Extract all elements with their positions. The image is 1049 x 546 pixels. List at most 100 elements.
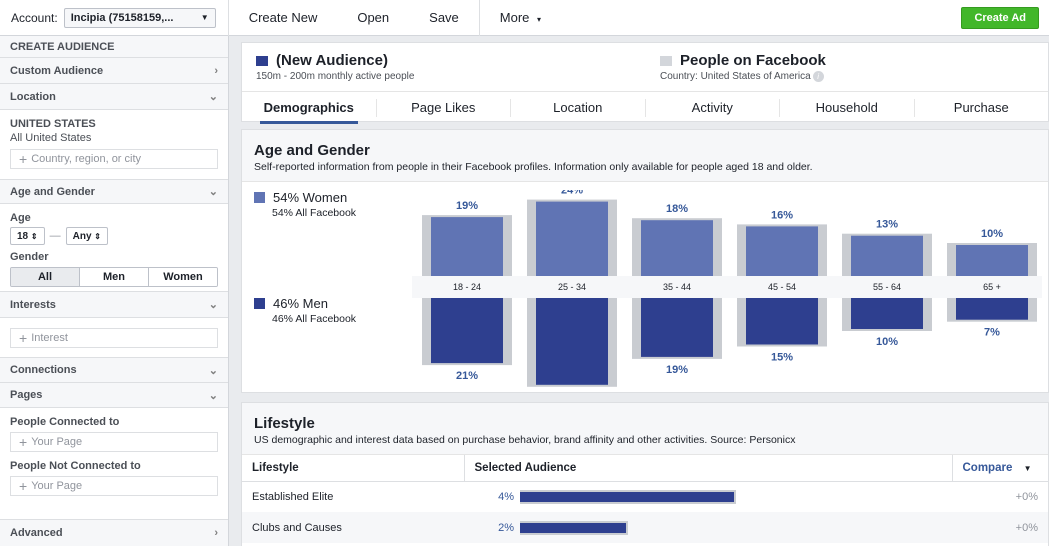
updown-icon: ⇕ <box>94 231 101 241</box>
col-selected-audience: Selected Audience <box>464 455 953 482</box>
women-swatch <box>254 192 265 203</box>
men-legend: 46% Men 46% All Facebook <box>254 296 356 325</box>
not-connected-page-input[interactable]: + Your Page <box>10 476 218 496</box>
chevron-right-icon: › <box>214 64 218 77</box>
bar-fill <box>520 491 734 502</box>
lifestyle-table: Lifestyle Selected Audience Compare ▼ Es… <box>242 455 1048 543</box>
tab-purchase[interactable]: Purchase <box>953 99 1009 115</box>
tab-demographics[interactable]: Demographics <box>242 98 377 124</box>
lifestyle-card: Lifestyle US demographic and interest da… <box>241 402 1049 546</box>
connections-section-header[interactable]: Connections ⌄ <box>0 358 228 383</box>
tab-location[interactable]: Location <box>511 98 646 117</box>
col-lifestyle: Lifestyle <box>242 455 465 482</box>
lifestyle-table-header: Lifestyle Selected Audience Compare ▼ <box>242 455 1048 482</box>
toolbar-divider <box>227 0 229 36</box>
chevron-down-icon: ⌄ <box>208 389 218 402</box>
age-tick-label: 65 + <box>983 282 1001 292</box>
men-value-label: 21% <box>456 370 478 382</box>
location-section: UNITED STATES All United States + Countr… <box>0 110 228 180</box>
lifestyle-description: US demographic and interest data based o… <box>254 434 796 446</box>
men-bar <box>956 298 1028 320</box>
interests-section-header[interactable]: Interests ⌄ <box>0 292 228 318</box>
audience-bar <box>520 520 628 535</box>
age-max-select[interactable]: Any ⇕ <box>65 227 108 245</box>
age-gender-card: Age and Gender Self-reported information… <box>241 129 1049 393</box>
connections-label: Connections <box>10 364 77 376</box>
gender-women-button[interactable]: Women <box>149 268 217 286</box>
location-input[interactable]: + Country, region, or city <box>10 149 218 169</box>
plus-icon: + <box>19 330 28 346</box>
new-audience-label: (New Audience) <box>276 52 388 69</box>
save-button[interactable]: Save <box>429 10 459 25</box>
table-row[interactable]: Established Elite 4% +0% <box>242 481 1048 512</box>
compare-dropdown[interactable]: Compare ▼ <box>952 455 1048 482</box>
lifestyle-header: Lifestyle US demographic and interest da… <box>242 403 1048 455</box>
lifestyle-title: Lifestyle <box>254 415 315 432</box>
women-bar <box>431 217 503 276</box>
audience-pct: 4% <box>498 490 514 503</box>
create-new-button[interactable]: Create New <box>248 10 318 25</box>
age-range: 18 ⇕ — Any ⇕ <box>0 227 228 245</box>
interests-section: + Interest <box>0 318 228 358</box>
chevron-down-icon: ⌄ <box>208 299 218 311</box>
people-not-connected-label: People Not Connected to <box>10 460 141 472</box>
tab-page-likes[interactable]: Page Likes <box>377 98 511 117</box>
open-button[interactable]: Open <box>357 10 390 25</box>
age-min-select[interactable]: 18 ⇕ <box>10 227 45 245</box>
men-bar <box>431 298 503 364</box>
country-label: Country: United States of America <box>660 71 811 82</box>
interest-placeholder: Interest <box>31 332 68 344</box>
women-bar <box>641 220 713 276</box>
advanced-section-header[interactable]: Advanced › <box>0 520 228 546</box>
chevron-down-icon: ⌄ <box>208 91 218 103</box>
connected-page-input[interactable]: + Your Page <box>10 432 218 452</box>
women-value-label: 24% <box>561 190 583 197</box>
people-connected-label: People Connected to <box>10 416 120 428</box>
info-icon[interactable]: i <box>812 71 824 82</box>
new-audience-swatch <box>256 55 268 66</box>
gender-men-button[interactable]: Men <box>80 268 149 286</box>
top-toolbar: Account: Incipia (75158159,... ▼ Create … <box>0 0 1049 36</box>
women-bar <box>956 245 1028 276</box>
women-legend: 54% Women 54% All Facebook <box>254 190 356 219</box>
age-tick-label: 35 - 44 <box>663 282 691 292</box>
tab-activity[interactable]: Activity <box>646 98 780 117</box>
men-swatch <box>254 298 265 309</box>
age-gender-section-header[interactable]: Age and Gender ⌄ <box>0 180 228 204</box>
women-legend-sub: 54% All Facebook <box>272 207 357 219</box>
interest-input[interactable]: + Interest <box>10 328 218 348</box>
age-min-value: 18 <box>17 230 29 242</box>
custom-audience-section[interactable]: Custom Audience › <box>0 58 228 84</box>
age-tick-label: 45 - 54 <box>768 282 796 292</box>
women-bar <box>746 226 818 276</box>
gender-label: Gender <box>10 251 49 263</box>
women-value-label: 10% <box>981 228 1003 240</box>
create-audience-heading: CREATE AUDIENCE <box>10 40 115 53</box>
pages-section-header[interactable]: Pages ⌄ <box>0 383 228 408</box>
age-gender-section: Age 18 ⇕ — Any ⇕ Gender All Men Women <box>0 204 228 292</box>
create-ad-button[interactable]: Create Ad <box>961 7 1039 29</box>
account-select[interactable]: Incipia (75158159,... ▼ <box>63 7 216 28</box>
men-legend-sub: 46% All Facebook <box>272 313 357 325</box>
location-section-header[interactable]: Location ⌄ <box>0 84 228 110</box>
chevron-down-icon: ▾ <box>537 15 542 24</box>
gender-all-button[interactable]: All <box>11 268 80 286</box>
women-value-label: 19% <box>456 200 478 212</box>
men-value-label: 19% <box>666 364 688 376</box>
audience-bar-cell: 4% <box>474 489 942 504</box>
location-detail: All United States <box>10 132 92 144</box>
more-button[interactable]: More ▾ <box>480 10 561 25</box>
audience-bar-cell: 2% <box>474 520 942 535</box>
age-tick-label: 25 - 34 <box>558 282 586 292</box>
age-dash: — <box>49 230 61 242</box>
country-line: Country: United States of America i <box>660 71 824 82</box>
account-value: Incipia (75158159,... <box>70 11 174 24</box>
men-legend-label: 46% Men <box>273 296 328 311</box>
tab-household[interactable]: Household <box>780 98 915 117</box>
chevron-right-icon: › <box>214 527 218 539</box>
women-bar <box>851 235 923 276</box>
age-label: Age <box>10 212 31 224</box>
table-row[interactable]: Clubs and Causes 2% +0% <box>242 512 1048 543</box>
plus-icon: + <box>19 434 28 450</box>
